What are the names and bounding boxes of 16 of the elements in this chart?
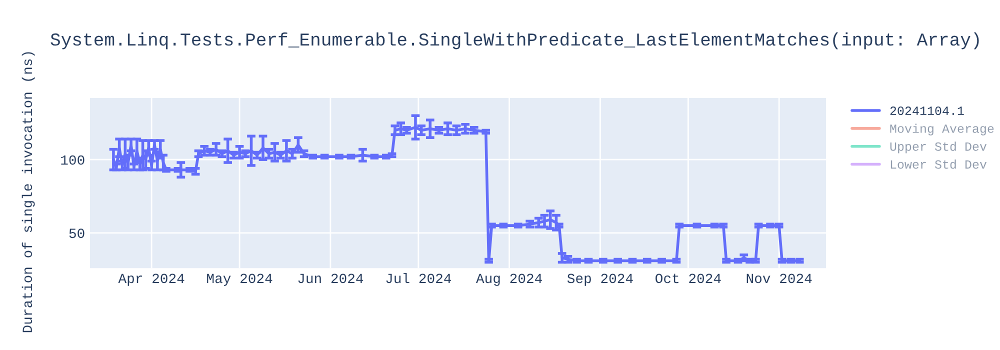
- chart-title: System.Linq.Tests.Perf_Enumerable.SingleWithPredicate_LastElementMatches(input: Array): [50, 32, 979, 50]
- x-tick-label: Sep 2024: [567, 274, 633, 286]
- x-tick-label: Jun 2024: [298, 274, 364, 284]
- y-tick-label: 50: [69, 228, 84, 238]
- x-tick-label: Apr 2024: [118, 274, 184, 286]
- x-tick-label: Nov 2024: [746, 274, 812, 284]
- legend-label: Upper Std Dev: [890, 142, 987, 154]
- x-tick-label: Jul 2024: [386, 272, 452, 284]
- legend-label: Lower Std Dev: [890, 160, 987, 169]
- x-tick-label: Aug 2024: [476, 274, 542, 286]
- legend-label: Moving Average: [890, 124, 994, 136]
- y-tick-label: 100: [61, 155, 84, 165]
- y-axis-title: Duration of single invocation (ns): [22, 52, 35, 332]
- x-tick-label: May 2024: [207, 274, 272, 286]
- legend-label: 20241104.1: [890, 106, 964, 116]
- x-tick-label: Oct 2024: [656, 274, 721, 284]
